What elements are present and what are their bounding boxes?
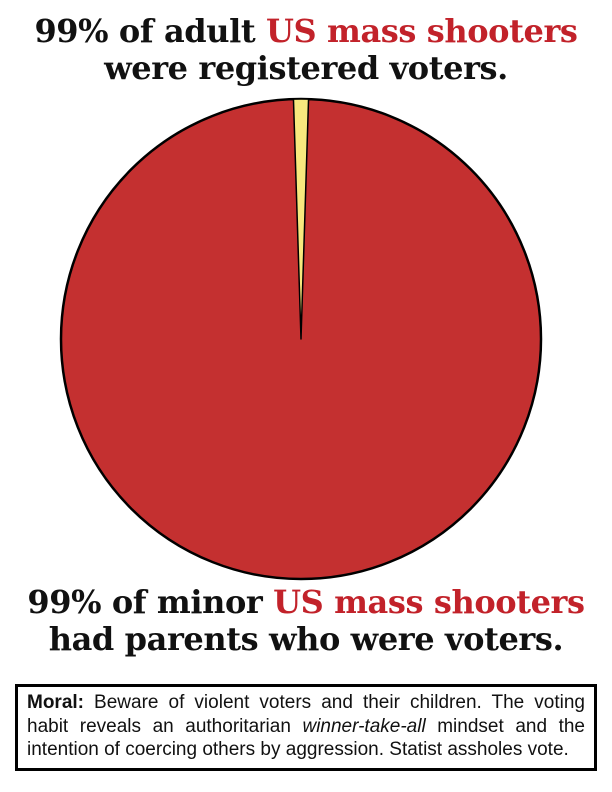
bottom-caption: 99% of minor US mass shooters had parent… xyxy=(0,584,612,658)
top-caption-line2: were registered voters. xyxy=(104,49,508,87)
moral-text-after-italic: mindset and the intention of coercing ot… xyxy=(27,715,585,761)
bottom-caption-line1-red: US mass shooters xyxy=(273,583,585,621)
pie-chart xyxy=(59,97,543,581)
top-caption: 99% of adult US mass shooters were regis… xyxy=(0,13,612,87)
top-caption-line1-black: 99% of adult xyxy=(34,12,267,50)
moral-text-italic: winner-take-all xyxy=(302,715,426,737)
moral-text-before-italic: Beware of violent voters and their child… xyxy=(27,692,585,737)
bottom-caption-line2: had parents who were voters. xyxy=(48,620,564,658)
pie-slice-minor xyxy=(292,98,310,340)
top-caption-line1: 99% of adult US mass shooters xyxy=(0,13,612,50)
bottom-caption-line1: 99% of minor US mass shooters xyxy=(0,584,612,621)
top-caption-line1-red: US mass shooters xyxy=(266,12,578,50)
moral-label: Moral: xyxy=(27,692,84,713)
bottom-caption-line1-black: 99% of minor xyxy=(27,583,274,621)
moral-box: Moral: Beware of violent voters and thei… xyxy=(15,684,597,771)
